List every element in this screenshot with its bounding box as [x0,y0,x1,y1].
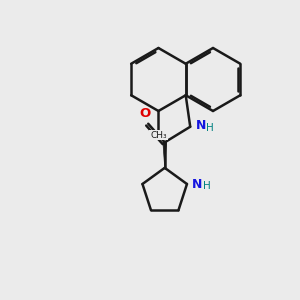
Text: O: O [139,107,150,120]
Text: H: H [206,123,214,133]
Text: CH₃: CH₃ [150,130,167,140]
Text: N: N [192,178,203,190]
Polygon shape [163,142,166,168]
Text: H: H [202,181,210,190]
Text: N: N [196,119,206,132]
